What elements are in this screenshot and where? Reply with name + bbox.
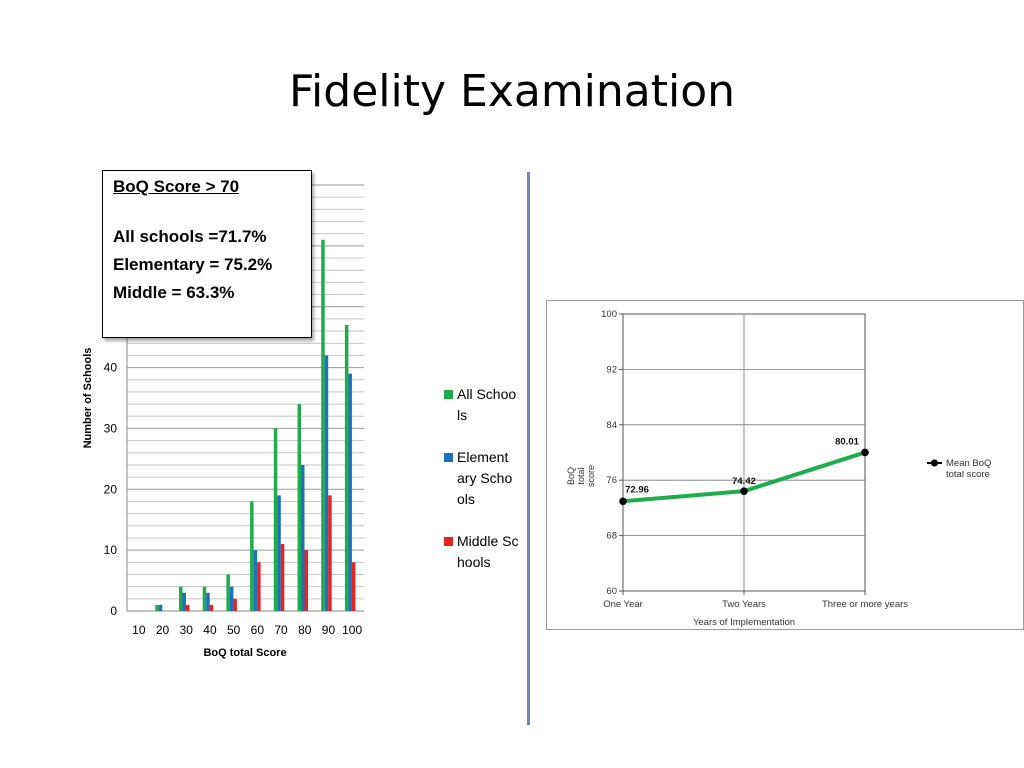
bar <box>257 562 261 611</box>
y-axis-label-word: total <box>576 467 586 484</box>
bar <box>229 586 234 611</box>
callout-line-elementary: Elementary = 75.2% <box>113 255 273 274</box>
x-tick-label: 60 <box>251 623 265 637</box>
x-tick-label: Three or more years <box>822 599 908 610</box>
line-chart-panel: 60 68 76 84 92 100 One Year Two Years Three or m… <box>546 300 1024 630</box>
bar <box>351 562 356 611</box>
bar-chart: 0 10 20 30 40 10 20 30 40 50 60 70 80 90 100 BoQ total … <box>82 184 364 659</box>
x-axis-label: Years of Implementation <box>693 617 795 628</box>
legend-item-elementary: Element ary Schools <box>444 447 519 510</box>
bar <box>250 501 254 611</box>
callout-line-middle: Middle = 63.3% <box>113 283 235 302</box>
legend-swatch-middle <box>444 537 453 546</box>
bar <box>253 550 258 611</box>
bar <box>328 495 332 611</box>
bar <box>233 598 237 611</box>
bar <box>226 574 230 611</box>
data-label: 72.96 <box>625 484 649 495</box>
x-tick-label: 20 <box>156 623 170 637</box>
bar <box>155 604 159 611</box>
x-tick-label: 100 <box>342 623 362 637</box>
bar <box>297 404 301 611</box>
data-point <box>861 448 869 457</box>
legend-label-line1: Mean BoQ <box>946 458 991 469</box>
bar <box>321 239 325 611</box>
y-axis-label-word: BoQ <box>566 467 576 485</box>
slide-divider <box>527 172 530 725</box>
y-tick-label: 20 <box>104 482 118 496</box>
bar <box>344 324 349 611</box>
bar <box>273 428 278 611</box>
legend-label-all: All Schools <box>457 386 517 423</box>
bar <box>209 604 214 611</box>
y-tick-label: 100 <box>601 309 617 320</box>
legend-label-middle: Middle Schools <box>457 533 519 570</box>
bar <box>179 586 183 611</box>
data-point <box>740 487 748 495</box>
y-tick-label: 30 <box>104 421 118 435</box>
bar <box>182 592 186 611</box>
y-tick-label: 92 <box>606 364 617 375</box>
y-tick-label: 76 <box>606 475 617 486</box>
y-axis-label-word: score <box>586 465 596 487</box>
x-tick-label: 50 <box>227 623 241 637</box>
y-tick-label: 68 <box>606 531 617 542</box>
x-tick-label: One Year <box>603 599 643 610</box>
data-label: 74.42 <box>732 476 756 487</box>
y-tick-label: 84 <box>606 420 617 431</box>
boq-callout-box: BoQ Score > 70 All schools =71.7% Elemen… <box>102 170 312 338</box>
bar <box>202 586 207 611</box>
bar <box>158 604 163 611</box>
x-tick-label: 70 <box>274 623 288 637</box>
x-tick-label: 90 <box>322 623 336 637</box>
y-axis-label: Number of Schools <box>82 348 94 449</box>
bar <box>186 604 190 611</box>
legend-marker <box>931 459 938 467</box>
bar <box>280 544 285 611</box>
legend-swatch-elementary <box>444 453 453 462</box>
legend-item-all: All Schools <box>444 384 519 426</box>
x-tick-label: 10 <box>132 623 146 637</box>
y-tick-label: 0 <box>110 604 117 618</box>
bar-chart-legend: All Schools Element ary Schools Middle S… <box>444 384 519 573</box>
callout-heading: BoQ Score > 70 <box>113 177 240 196</box>
legend-item-middle: Middle Schools <box>444 531 519 573</box>
data-point <box>619 497 627 506</box>
data-label: 80.01 <box>835 436 859 447</box>
legend-label-elementary: Element ary Schools <box>457 449 513 507</box>
legend-swatch-all <box>444 390 453 399</box>
bar <box>348 373 352 611</box>
legend-label-line2: total score <box>946 469 990 480</box>
x-tick-label: Two Years <box>722 599 766 610</box>
slide-title: Fidelity Examination <box>288 66 736 117</box>
bar <box>324 355 329 611</box>
callout-line-all: All schools =71.7% <box>113 227 267 246</box>
x-tick-label: 80 <box>298 623 312 637</box>
x-tick-label: 40 <box>203 623 217 637</box>
x-tick-label: 30 <box>180 623 194 637</box>
line-chart: 60 68 76 84 92 100 One Year Two Years Three or m… <box>566 309 991 628</box>
y-tick-label: 40 <box>104 361 118 375</box>
y-tick-label: 60 <box>606 586 617 597</box>
bar <box>277 495 281 611</box>
x-axis-label: BoQ total Score <box>203 647 286 659</box>
bar <box>304 550 308 611</box>
y-axis-label-group: BoQ total score <box>566 465 596 487</box>
bar <box>301 464 305 611</box>
y-tick-label: 10 <box>104 543 118 557</box>
bar <box>206 592 210 611</box>
